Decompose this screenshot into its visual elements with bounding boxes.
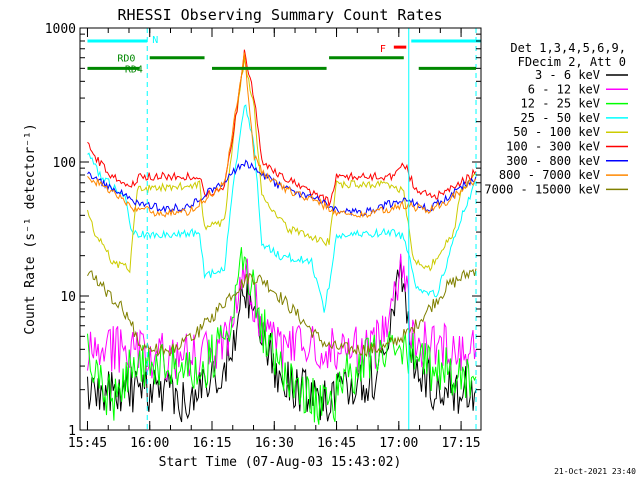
legend-entry-3: 12 - 25 keV xyxy=(521,97,600,111)
legend-entry-7: 300 - 800 keV xyxy=(506,154,600,168)
y-tick-label: 10 xyxy=(60,290,76,305)
legend-header-line: FDecim 2, Att 0 xyxy=(518,55,626,69)
series-line-5 xyxy=(87,57,477,274)
legend-entry-6: 100 - 300 keV xyxy=(506,140,600,154)
x-tick-label: 17:00 xyxy=(379,436,418,451)
x-tick-label: 16:15 xyxy=(192,436,231,451)
state-label-n: N xyxy=(152,35,158,46)
y-tick-label: 1000 xyxy=(45,22,76,37)
x-tick-label: 16:45 xyxy=(317,436,356,451)
legend-entry-2: 6 - 12 keV xyxy=(528,82,600,96)
footer-date: 21-Oct-2021 23:40 xyxy=(554,467,636,476)
y-tick-label: 100 xyxy=(53,156,76,171)
chart-title: RHESSI Observing Summary Count Rates xyxy=(117,6,442,24)
y-tick-label: 1 xyxy=(68,424,76,439)
legend-entry-1: 3 - 6 keV xyxy=(535,68,600,82)
series-line-8 xyxy=(87,52,477,219)
x-axis-label: Start Time (07-Aug-03 15:43:02) xyxy=(159,455,402,470)
state-label-rd0: RD0 xyxy=(117,54,135,65)
y-axis-label: Count Rate (s⁻¹ detector⁻¹) xyxy=(23,123,38,334)
x-tick-label: 16:30 xyxy=(255,436,294,451)
x-tick-label: 15:45 xyxy=(68,436,107,451)
legend-entry-5: 50 - 100 keV xyxy=(513,125,600,139)
x-tick-label: 16:00 xyxy=(130,436,169,451)
series-line-2 xyxy=(87,253,477,382)
plot-frame xyxy=(79,27,482,431)
legend-entry-8: 800 - 7000 keV xyxy=(499,168,600,182)
x-tick-label: 17:15 xyxy=(442,436,481,451)
state-label-f: F xyxy=(380,44,386,55)
series-line-3 xyxy=(87,247,477,425)
series-line-6 xyxy=(87,49,477,206)
legend-header-line: Det 1,3,4,5,6,9, xyxy=(510,41,626,55)
legend-entry-4: 25 - 50 keV xyxy=(521,111,600,125)
legend-entry-9: 7000 - 15000 keV xyxy=(484,182,600,196)
series-line-4 xyxy=(87,104,477,313)
series-line-9 xyxy=(87,268,477,358)
state-label-rd4: RD4 xyxy=(125,64,143,75)
